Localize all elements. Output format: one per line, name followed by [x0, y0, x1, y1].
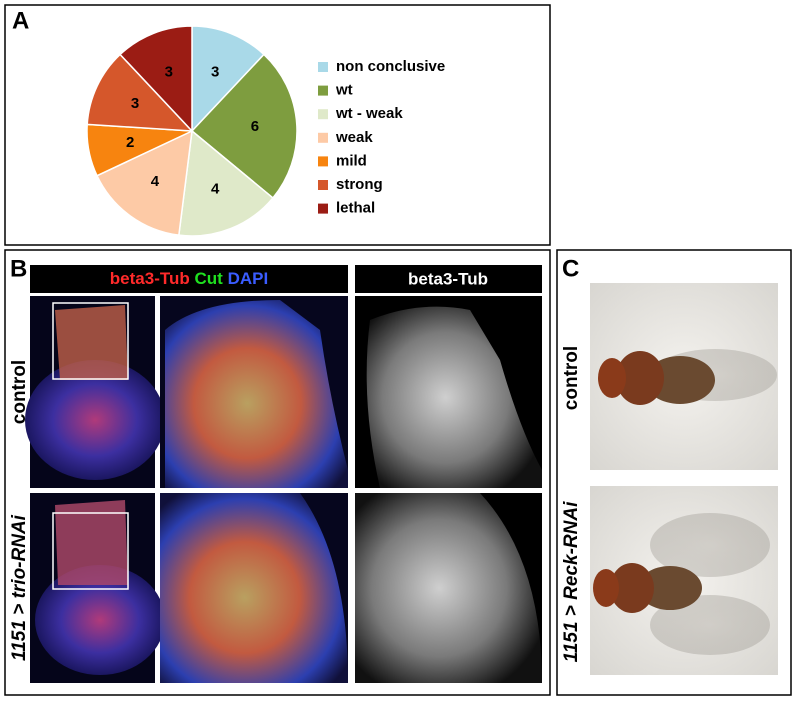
header-part: beta3-Tub — [110, 269, 190, 288]
tissue — [366, 306, 542, 488]
row-label: control — [561, 346, 582, 410]
row-label: 1151 > trio-RNAi — [9, 514, 30, 661]
data-label: 4 — [151, 173, 160, 190]
inset-box — [52, 512, 129, 590]
panel-label: B — [10, 255, 27, 282]
tissue — [55, 500, 128, 585]
wing — [650, 513, 770, 577]
panel-c-frame — [556, 249, 792, 696]
data-label: 3 — [165, 63, 173, 80]
tissue — [35, 565, 165, 675]
legend-label: wt - weak — [335, 105, 403, 122]
fly-photo — [590, 283, 778, 470]
fly-photo — [590, 486, 778, 675]
legend-swatch — [318, 156, 328, 167]
header-part: DAPI — [228, 269, 269, 288]
tissue — [165, 300, 348, 488]
legend: non conclusive wt wt - weak weak mild strong l… — [318, 58, 445, 217]
tissue — [355, 493, 542, 683]
column-header: beta3-Tub — [408, 269, 488, 288]
legend-label: lethal — [336, 200, 375, 217]
thorax — [616, 351, 664, 405]
pie-slice — [95, 129, 193, 237]
column-header: beta3-Tub Cut DAPI — [110, 269, 268, 288]
inset-box — [52, 302, 129, 380]
header-part: Cut — [195, 269, 224, 288]
legend-swatch — [318, 132, 328, 143]
legend-label: weak — [335, 129, 373, 146]
header-bar — [30, 265, 348, 293]
tissue — [55, 305, 128, 380]
abdomen — [645, 356, 715, 404]
legend-swatch — [318, 85, 328, 96]
pie-slice — [119, 25, 193, 133]
thorax — [610, 563, 654, 613]
legend-label: non conclusive — [336, 58, 445, 75]
panel-label: A — [12, 7, 29, 34]
wing — [650, 595, 770, 655]
data-label: 2 — [126, 134, 134, 151]
legend-swatch — [318, 203, 328, 214]
data-label: 3 — [211, 63, 219, 80]
head — [598, 358, 626, 398]
panel-a-frame — [4, 4, 551, 246]
header-bar — [355, 265, 542, 293]
abdomen — [638, 566, 702, 610]
microscopy-images — [25, 296, 542, 488]
legend-swatch — [318, 62, 328, 72]
legend-swatch — [318, 180, 328, 190]
panel-b-frame — [4, 249, 551, 696]
tissue — [25, 360, 165, 480]
pie-chart: 3 6 4 4 2 3 3 — [86, 25, 298, 237]
pie-slice — [191, 25, 265, 133]
data-label: 6 — [251, 118, 259, 135]
pie-slice — [86, 53, 194, 132]
pie-slice — [178, 129, 274, 237]
data-label: 3 — [131, 95, 139, 112]
pie-slice — [190, 53, 298, 199]
head — [593, 569, 619, 607]
legend-label: strong — [336, 176, 383, 193]
row-label: control — [9, 360, 30, 424]
data-label: 4 — [211, 181, 220, 198]
tissue — [160, 493, 348, 683]
microscopy-images — [30, 493, 542, 683]
legend-swatch — [318, 109, 328, 120]
legend-label: wt — [335, 82, 353, 99]
legend-label: mild — [336, 152, 367, 169]
row-label: 1151 > Reck-RNAi — [561, 501, 582, 662]
panel-label: C — [562, 255, 579, 282]
